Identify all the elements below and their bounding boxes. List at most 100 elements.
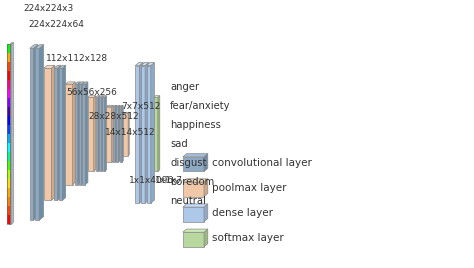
Polygon shape: [96, 97, 98, 172]
Polygon shape: [30, 49, 34, 220]
Polygon shape: [7, 72, 10, 80]
Polygon shape: [7, 53, 10, 62]
Polygon shape: [7, 134, 9, 143]
Polygon shape: [183, 232, 204, 247]
Polygon shape: [7, 152, 9, 161]
Polygon shape: [146, 62, 155, 66]
Polygon shape: [146, 66, 151, 203]
Polygon shape: [7, 215, 10, 224]
Polygon shape: [101, 96, 103, 172]
Polygon shape: [7, 197, 9, 206]
Polygon shape: [7, 152, 10, 161]
Polygon shape: [7, 98, 9, 107]
Polygon shape: [7, 53, 9, 62]
Polygon shape: [107, 107, 112, 162]
Text: softmax layer: softmax layer: [212, 233, 284, 243]
Polygon shape: [135, 66, 139, 203]
Polygon shape: [36, 49, 39, 220]
Polygon shape: [7, 143, 9, 152]
Text: disgust: disgust: [170, 158, 207, 168]
Polygon shape: [107, 105, 113, 107]
Polygon shape: [62, 65, 66, 200]
Polygon shape: [123, 112, 129, 113]
Polygon shape: [7, 80, 9, 90]
Polygon shape: [117, 105, 120, 107]
Polygon shape: [34, 44, 38, 220]
Polygon shape: [7, 143, 10, 152]
Polygon shape: [99, 97, 101, 172]
Polygon shape: [118, 105, 120, 162]
Polygon shape: [122, 105, 123, 162]
Polygon shape: [82, 82, 84, 185]
Polygon shape: [7, 116, 9, 125]
Polygon shape: [102, 96, 107, 97]
Polygon shape: [7, 197, 10, 206]
Polygon shape: [7, 179, 9, 188]
Polygon shape: [98, 96, 100, 172]
Text: 224x224x64: 224x224x64: [29, 20, 84, 29]
Polygon shape: [151, 62, 155, 203]
Polygon shape: [204, 229, 208, 247]
Polygon shape: [9, 44, 11, 224]
Polygon shape: [115, 105, 117, 162]
Polygon shape: [204, 179, 208, 196]
Polygon shape: [7, 161, 9, 170]
Polygon shape: [36, 44, 44, 49]
Polygon shape: [7, 170, 10, 179]
Polygon shape: [85, 82, 88, 185]
Polygon shape: [183, 204, 208, 207]
Polygon shape: [119, 105, 123, 107]
Polygon shape: [183, 207, 204, 222]
Polygon shape: [7, 90, 10, 98]
Polygon shape: [112, 105, 113, 162]
Polygon shape: [75, 84, 78, 185]
Text: convolutional layer: convolutional layer: [212, 158, 312, 168]
Polygon shape: [183, 154, 208, 157]
Text: anger: anger: [170, 82, 199, 92]
Polygon shape: [73, 82, 75, 185]
Polygon shape: [7, 62, 10, 72]
Text: sad: sad: [170, 139, 188, 149]
Polygon shape: [154, 97, 158, 172]
Text: fear/anxiety: fear/anxiety: [170, 101, 231, 111]
Polygon shape: [119, 107, 122, 162]
Polygon shape: [7, 206, 10, 215]
Polygon shape: [30, 44, 38, 49]
Polygon shape: [65, 84, 73, 185]
Polygon shape: [204, 154, 208, 172]
Polygon shape: [128, 112, 129, 155]
Polygon shape: [7, 188, 10, 197]
Text: 1x1x7: 1x1x7: [155, 176, 182, 185]
Text: 14x14x512: 14x14x512: [105, 128, 155, 137]
Polygon shape: [79, 84, 82, 185]
Text: 1x1x4096: 1x1x4096: [128, 176, 174, 185]
Polygon shape: [78, 82, 81, 185]
Polygon shape: [183, 157, 204, 172]
Polygon shape: [7, 44, 9, 53]
Polygon shape: [59, 65, 66, 68]
Polygon shape: [7, 90, 9, 98]
Polygon shape: [9, 43, 13, 44]
Text: 224x224x3: 224x224x3: [23, 4, 73, 13]
Polygon shape: [88, 96, 96, 97]
Polygon shape: [145, 62, 149, 203]
Polygon shape: [7, 179, 10, 188]
Polygon shape: [117, 107, 118, 162]
Text: 56x56x256: 56x56x256: [66, 88, 117, 97]
Polygon shape: [105, 96, 107, 172]
Polygon shape: [7, 161, 10, 170]
Polygon shape: [79, 82, 84, 84]
Polygon shape: [183, 179, 208, 182]
Text: neutral: neutral: [170, 196, 206, 206]
Polygon shape: [141, 62, 149, 66]
Text: 28x28x512: 28x28x512: [89, 112, 139, 121]
Polygon shape: [7, 107, 10, 116]
Polygon shape: [7, 62, 9, 72]
Polygon shape: [82, 82, 88, 84]
Polygon shape: [57, 65, 61, 200]
Polygon shape: [123, 113, 128, 155]
Polygon shape: [7, 80, 10, 90]
Polygon shape: [11, 43, 13, 224]
Polygon shape: [94, 96, 96, 172]
Polygon shape: [139, 62, 143, 203]
